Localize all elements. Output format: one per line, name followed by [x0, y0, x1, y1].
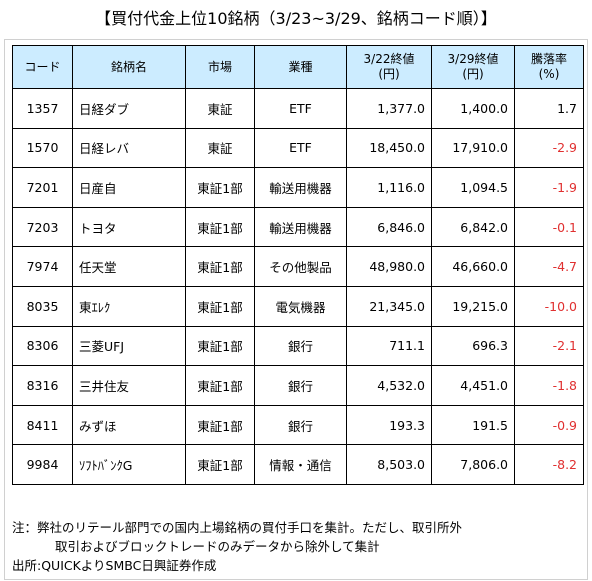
page-title: 【買付代金上位10銘柄（3/23~3/29、銘柄コード順）】 [95, 9, 497, 28]
header-name: 銘柄名 [72, 45, 186, 89]
cell-close-0322: 21,345.0 [346, 285, 432, 327]
table-row: 9984 ｿﾌﾄﾊﾞﾝｸG 東証1部 情報・通信 8,503.0 7,806.0 -8.2 [12, 444, 584, 485]
cell-name: みずほ [72, 404, 186, 446]
cell-change: -8.2 [514, 444, 584, 485]
cell-sector: 銀行 [254, 404, 347, 446]
cell-sector: 輸送用機器 [254, 167, 347, 208]
cell-close-0329: 46,660.0 [431, 246, 515, 287]
cell-code: 1357 [12, 88, 73, 129]
cell-sector: 情報・通信 [254, 444, 347, 485]
cell-close-0329: 1,400.0 [431, 88, 515, 129]
cell-change: -1.9 [514, 167, 584, 208]
header-close-0322: 3/22終値 (円) [346, 45, 432, 89]
ranking-table: コード 銘柄名 市場 業種 3/22終値 (円) 3/29終値 (円) 騰落率 (%) 13… [12, 45, 584, 485]
cell-close-0329: 4,451.0 [431, 365, 515, 406]
cell-code: 8411 [12, 404, 73, 446]
cell-close-0329: 191.5 [431, 404, 515, 446]
cell-name: 三井住友 [72, 365, 186, 406]
cell-code: 8306 [12, 325, 73, 367]
footnote: 注：弊社のリテール部門での国内上場銘柄の買付手口を集計。ただし、取引所外 取引お… [12, 518, 462, 575]
cell-code: 8035 [12, 285, 73, 327]
table-row: 7201 日産自 東証1部 輸送用機器 1,116.0 1,094.5 -1.9 [12, 167, 584, 208]
cell-change: -1.8 [514, 365, 584, 406]
cell-close-0322: 18,450.0 [346, 127, 432, 169]
cell-code: 7974 [12, 246, 73, 287]
cell-change: -4.7 [514, 246, 584, 287]
cell-name: 日産自 [72, 167, 186, 208]
cell-close-0322: 4,532.0 [346, 365, 432, 406]
cell-sector: 電気機器 [254, 285, 347, 327]
header-close-0329: 3/29終値 (円) [431, 45, 515, 89]
cell-code: 7201 [12, 167, 73, 208]
cell-sector: 輸送用機器 [254, 206, 347, 248]
cell-close-0322: 193.3 [346, 404, 432, 446]
cell-sector: ETF [254, 127, 347, 169]
table-row: 8035 東ｴﾚｸ 東証1部 電気機器 21,345.0 19,215.0 -10.0 [12, 285, 584, 327]
cell-close-0322: 8,503.0 [346, 444, 432, 485]
cell-sector: 銀行 [254, 325, 347, 367]
cell-change: -2.1 [514, 325, 584, 367]
table-row: 8306 三菱UFJ 東証1部 銀行 711.1 696.3 -2.1 [12, 325, 584, 367]
cell-code: 9984 [12, 444, 73, 485]
table-row: 8411 みずほ 東証1部 銀行 193.3 191.5 -0.9 [12, 404, 584, 446]
table-row: 1357 日経ダブ 東証 ETF 1,377.0 1,400.0 1.7 [12, 88, 584, 129]
cell-market: 東証1部 [185, 325, 255, 367]
cell-market: 東証 [185, 127, 255, 169]
cell-sector: その他製品 [254, 246, 347, 287]
cell-market: 東証1部 [185, 246, 255, 287]
cell-change: -0.9 [514, 404, 584, 446]
cell-change: -0.1 [514, 206, 584, 248]
cell-name: ｿﾌﾄﾊﾞﾝｸG [72, 444, 186, 485]
header-code: コード [12, 45, 73, 89]
source-line: 出所:QUICKよりSMBC日興証券作成 [12, 558, 217, 573]
cell-sector: 銀行 [254, 365, 347, 406]
cell-code: 8316 [12, 365, 73, 406]
cell-close-0322: 711.1 [346, 325, 432, 367]
footnote-line-2: 取引およびブロックトレードのみデータから除外して集計 [55, 539, 380, 554]
table-row: 1570 日経レバ 東証 ETF 18,450.0 17,910.0 -2.9 [12, 127, 584, 169]
cell-name: 日経ダブ [72, 88, 186, 129]
cell-change: 1.7 [514, 88, 584, 129]
cell-market: 東証 [185, 88, 255, 129]
cell-market: 東証1部 [185, 206, 255, 248]
cell-market: 東証1部 [185, 404, 255, 446]
table-row: 7203 トヨタ 東証1部 輸送用機器 6,846.0 6,842.0 -0.1 [12, 206, 584, 248]
footnote-line-1: 注：弊社のリテール部門での国内上場銘柄の買付手口を集計。ただし、取引所外 [12, 520, 463, 535]
cell-code: 1570 [12, 127, 73, 169]
cell-sector: ETF [254, 88, 347, 129]
cell-name: 三菱UFJ [72, 325, 186, 367]
cell-name: 任天堂 [72, 246, 186, 287]
cell-close-0322: 6,846.0 [346, 206, 432, 248]
cell-name: 日経レバ [72, 127, 186, 169]
header-row: コード 銘柄名 市場 業種 3/22終値 (円) 3/29終値 (円) 騰落率 (%) [12, 45, 584, 89]
cell-market: 東証1部 [185, 167, 255, 208]
table-row: 7974 任天堂 東証1部 その他製品 48,980.0 46,660.0 -4.7 [12, 246, 584, 287]
table-row: 8316 三井住友 東証1部 銀行 4,532.0 4,451.0 -1.8 [12, 365, 584, 406]
header-change: 騰落率 (%) [514, 45, 584, 89]
cell-change: -2.9 [514, 127, 584, 169]
cell-market: 東証1部 [185, 444, 255, 485]
cell-close-0329: 6,842.0 [431, 206, 515, 248]
cell-close-0322: 48,980.0 [346, 246, 432, 287]
cell-close-0329: 696.3 [431, 325, 515, 367]
cell-change: -10.0 [514, 285, 584, 327]
cell-close-0322: 1,116.0 [346, 167, 432, 208]
cell-close-0329: 7,806.0 [431, 444, 515, 485]
cell-close-0329: 1,094.5 [431, 167, 515, 208]
header-market: 市場 [185, 45, 255, 89]
cell-close-0322: 1,377.0 [346, 88, 432, 129]
cell-code: 7203 [12, 206, 73, 248]
cell-close-0329: 17,910.0 [431, 127, 515, 169]
cell-name: 東ｴﾚｸ [72, 285, 186, 327]
cell-market: 東証1部 [185, 285, 255, 327]
cell-market: 東証1部 [185, 365, 255, 406]
cell-close-0329: 19,215.0 [431, 285, 515, 327]
header-sector: 業種 [254, 45, 347, 89]
table-body: 1357 日経ダブ 東証 ETF 1,377.0 1,400.0 1.7 1570 日経レバ 東証… [12, 88, 584, 485]
cell-name: トヨタ [72, 206, 186, 248]
